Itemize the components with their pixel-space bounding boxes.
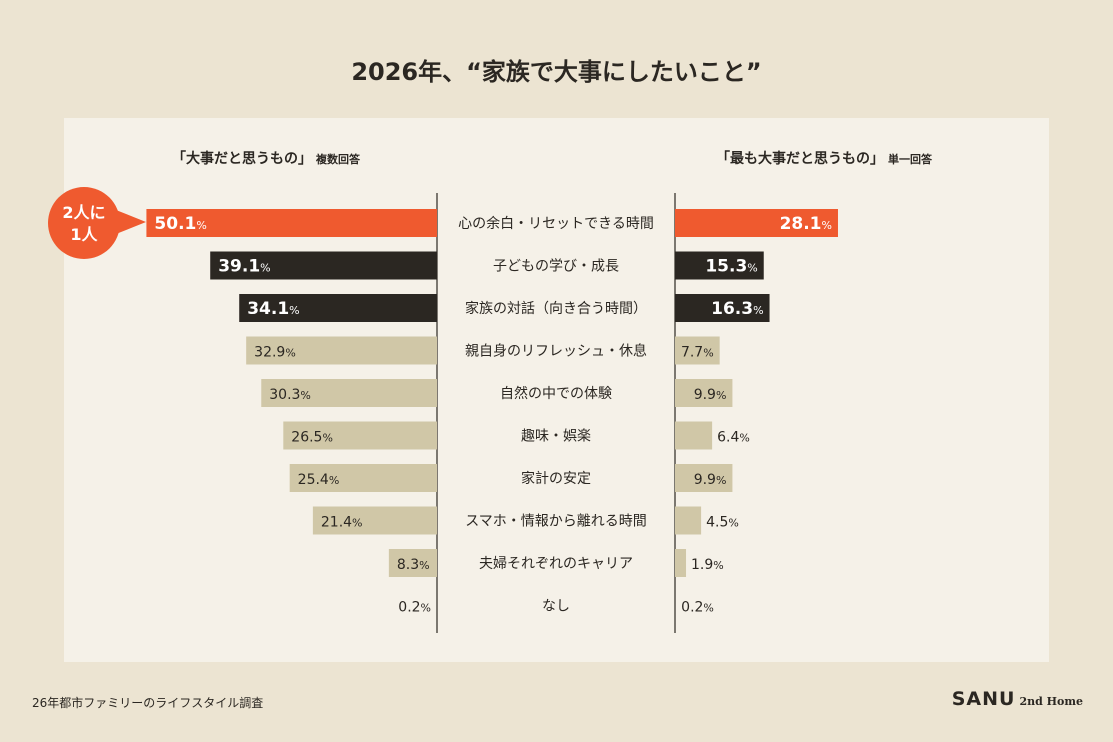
- right-bar: [675, 421, 713, 450]
- survey-footer: 26年都市ファミリーのライフスタイル調査: [32, 696, 264, 710]
- left-value-label: 30.3%: [269, 387, 311, 403]
- right-value-label: 7.7%: [681, 345, 714, 361]
- left-bar: [246, 336, 437, 365]
- right-value-label: 0.2%: [681, 600, 714, 616]
- left-bar: [146, 209, 438, 237]
- left-value-label: 21.4%: [321, 515, 363, 531]
- left-bar: [283, 421, 437, 450]
- category-label: スマホ・情報から離れる時間: [465, 513, 647, 530]
- brand-suffix: 2nd Home: [1019, 695, 1083, 708]
- left-series-name: 「大事だと思うもの」: [172, 151, 312, 167]
- left-value-label: 34.1%: [247, 299, 299, 319]
- right-series-note: 単一回答: [888, 153, 932, 166]
- left-value-label: 32.9%: [254, 345, 296, 361]
- category-label: 趣味・娯楽: [521, 429, 591, 445]
- category-label: 子どもの学び・成長: [493, 259, 619, 275]
- callout-line1: 2人に: [62, 203, 105, 222]
- chart-title: 2026年、“家族で大事にしたいこと”: [351, 58, 762, 86]
- right-value-label: 6.4%: [717, 430, 750, 446]
- right-bar: [675, 336, 720, 365]
- category-label: 家族の対話（向き合う時間）: [465, 300, 647, 317]
- category-label: 自然の中での体験: [500, 385, 612, 402]
- bars-group: 心の余白・リセットできる時間 50.1% 28.1% 子どもの学び・成長 39.1% 15…: [146, 209, 838, 616]
- right-value-label: 1.9%: [691, 557, 724, 573]
- left-value-label: 26.5%: [291, 430, 333, 446]
- right-bar: [675, 506, 702, 535]
- right-value-label: 4.5%: [706, 515, 739, 531]
- left-series-note: 複数回答: [316, 153, 360, 166]
- category-label: 心の余白・リセットできる時間: [458, 215, 654, 232]
- callout-pointer: [116, 210, 146, 234]
- callout-badge: 2人に 1人: [48, 187, 146, 259]
- left-bar: [239, 294, 437, 322]
- category-label: なし: [542, 599, 570, 615]
- right-bar: [675, 209, 838, 237]
- right-value-label: 28.1%: [780, 214, 832, 234]
- right-series-name: 「最も大事だと思うもの」: [716, 151, 884, 167]
- right-value-label: 16.3%: [711, 299, 763, 319]
- right-bar: [675, 549, 687, 577]
- left-value-label: 8.3%: [397, 557, 430, 573]
- right-value-label: 15.3%: [705, 257, 757, 277]
- left-bar: [312, 506, 437, 535]
- left-value-label: 0.2%: [398, 600, 431, 616]
- category-label: 夫婦それぞれのキャリア: [479, 555, 633, 572]
- callout-circle: [48, 187, 120, 259]
- right-series-header: 「最も大事だと思うもの」 単一回答: [716, 148, 932, 168]
- right-bar: [675, 294, 770, 322]
- brand-logo: SANU 2nd Home: [952, 688, 1083, 710]
- left-value-label: 25.4%: [298, 472, 340, 488]
- left-bar: [388, 549, 437, 577]
- right-bar: [675, 251, 764, 280]
- left-bar: [261, 379, 437, 407]
- callout-line2: 1人: [70, 225, 98, 244]
- left-bar: [210, 251, 437, 280]
- category-label: 親自身のリフレッシュ・休息: [465, 343, 647, 360]
- right-value-label: 9.9%: [694, 472, 727, 488]
- right-value-label: 9.9%: [694, 387, 727, 403]
- left-value-label: 39.1%: [218, 257, 270, 277]
- right-bar: [675, 464, 733, 492]
- left-value-label: 50.1%: [154, 214, 206, 234]
- left-bar: [289, 464, 437, 492]
- category-label: 家計の安定: [521, 470, 591, 487]
- brand-name: SANU: [951, 688, 1016, 710]
- chart-panel: [64, 118, 1049, 662]
- left-series-header: 「大事だと思うもの」 複数回答: [172, 148, 360, 168]
- right-bar: [675, 379, 733, 407]
